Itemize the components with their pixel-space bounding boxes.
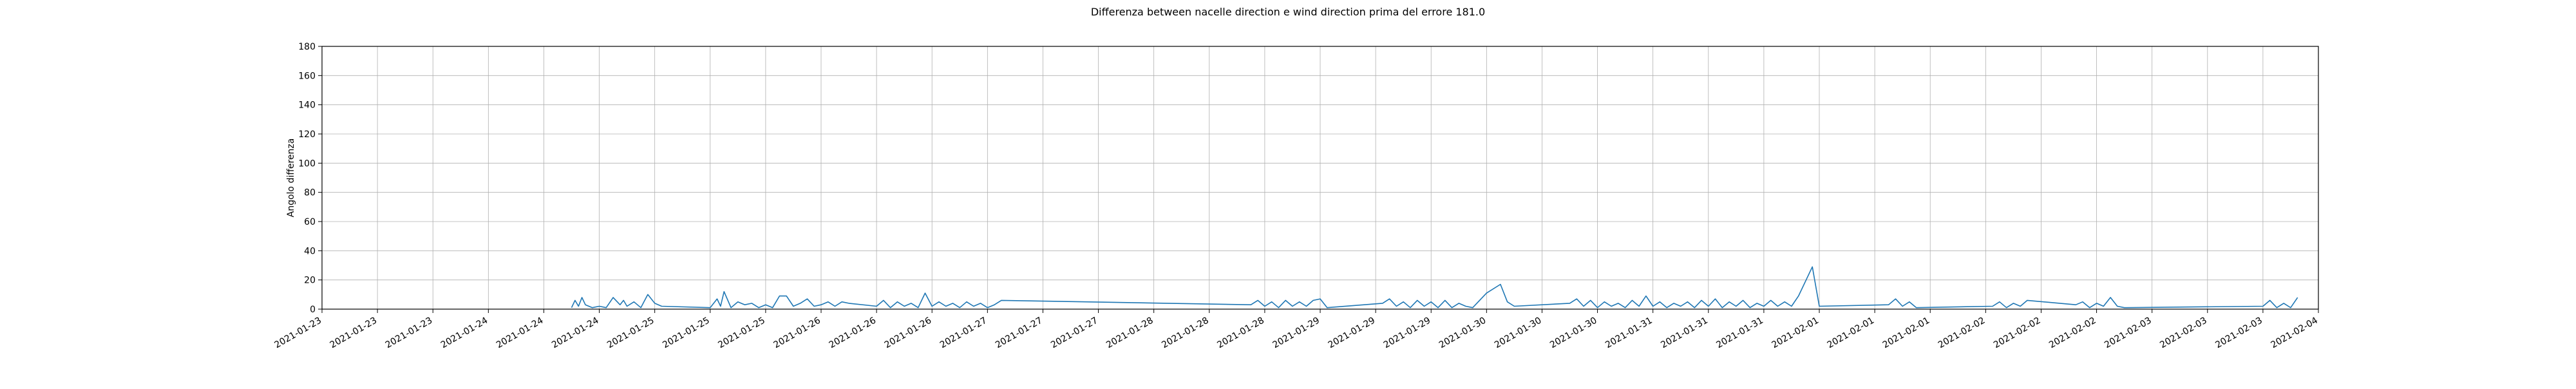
y-tick-label: 120 (298, 129, 316, 140)
chart-title: Differenza between nacelle direction e w… (1091, 6, 1485, 18)
y-tick-label: 100 (298, 158, 316, 169)
y-tick-label: 0 (310, 305, 316, 315)
y-tick-label: 180 (298, 42, 316, 52)
series-layer (571, 266, 2298, 308)
y-axis-label: Angolo differenza (286, 138, 296, 218)
y-tick-label: 60 (304, 217, 316, 227)
y-tick-label: 40 (304, 246, 316, 256)
series-line-0 (571, 266, 2298, 308)
y-tick-label: 80 (304, 188, 316, 198)
y-tick-label: 20 (304, 276, 316, 286)
y-tick-label: 160 (298, 71, 316, 81)
y-tick-label: 140 (298, 100, 316, 111)
